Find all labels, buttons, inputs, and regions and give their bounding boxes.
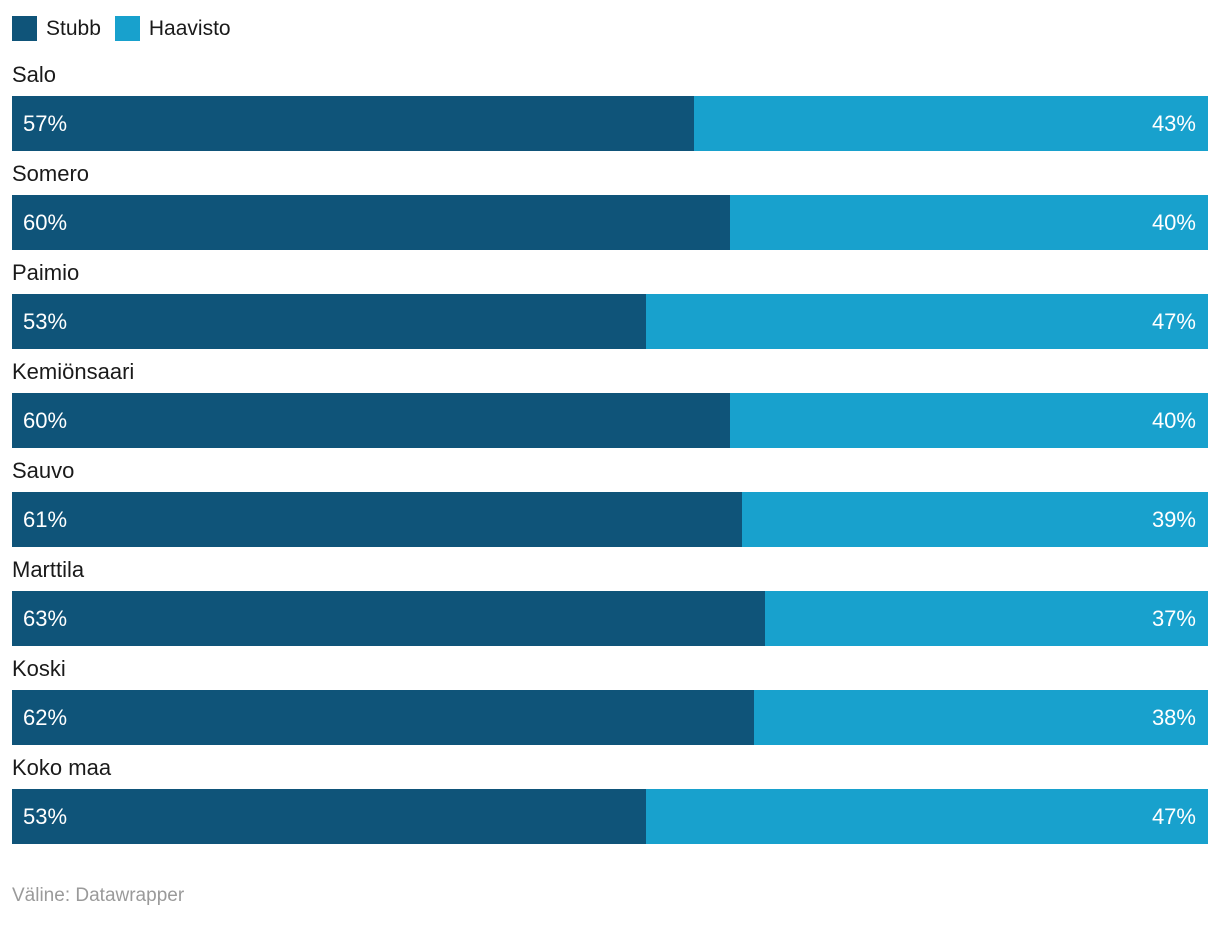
value-label: 61%	[23, 506, 68, 532]
bar-segment-stubb: 60%	[12, 195, 730, 250]
stacked-bar: 57% 43%	[12, 96, 1208, 151]
category-label: Salo	[12, 62, 57, 87]
stacked-bar: 53% 47%	[12, 789, 1208, 844]
bar-row: Marttila 63% 37%	[12, 556, 1208, 646]
bar-row: Paimio 53% 47%	[12, 259, 1208, 349]
bar-row: Kemiönsaari 60% 40%	[12, 358, 1208, 448]
value-label: 47%	[1151, 308, 1196, 334]
bar-segment-haavisto: 40%	[729, 393, 1208, 448]
legend-item-stubb: Stubb	[12, 16, 101, 41]
bar-segment-haavisto: 37%	[765, 591, 1208, 646]
category-label: Kemiönsaari	[12, 359, 135, 384]
value-label: 60%	[23, 407, 68, 433]
value-label: 37%	[1151, 605, 1196, 631]
legend-label: Stubb	[46, 17, 101, 40]
legend-label: Haavisto	[148, 17, 231, 40]
stacked-bar: 60% 40%	[12, 393, 1208, 448]
value-label: 53%	[23, 803, 68, 829]
bar-row: Salo 57% 43%	[12, 61, 1208, 151]
attribution-text: Väline: Datawrapper	[12, 885, 185, 906]
value-label: 53%	[23, 308, 68, 334]
stacked-bar: 60% 40%	[12, 195, 1208, 250]
legend-swatch-icon	[12, 16, 37, 41]
category-label: Koko maa	[12, 755, 112, 780]
value-label: 39%	[1151, 506, 1196, 532]
bar-segment-haavisto: 38%	[753, 690, 1208, 745]
bar-segment-stubb: 63%	[12, 591, 766, 646]
value-label: 60%	[23, 209, 68, 235]
bar-segment-stubb: 60%	[12, 393, 730, 448]
category-label: Somero	[12, 161, 90, 186]
category-label: Marttila	[12, 557, 85, 582]
bar-row: Koko maa 53% 47%	[12, 754, 1208, 844]
value-label: 62%	[23, 704, 68, 730]
category-label: Sauvo	[12, 458, 75, 483]
bar-segment-stubb: 53%	[12, 294, 646, 349]
value-label: 38%	[1151, 704, 1196, 730]
bar-segment-haavisto: 39%	[741, 492, 1208, 547]
bar-segment-haavisto: 40%	[729, 195, 1208, 250]
bar-segment-stubb: 57%	[12, 96, 694, 151]
legend-swatch-icon	[114, 16, 140, 41]
stacked-bar: 62% 38%	[12, 690, 1208, 745]
chart-root: Stubb Haavisto Salo 57% 43% Somero 60% 40…	[12, 0, 1208, 906]
category-label: Koski	[12, 656, 66, 681]
bar-row: Sauvo 61% 39%	[12, 457, 1208, 547]
value-label: 40%	[1151, 209, 1196, 235]
value-label: 43%	[1151, 110, 1196, 136]
rows: Salo 57% 43% Somero 60% 40% Paimio 53%	[12, 61, 1208, 844]
stacked-bar: 53% 47%	[12, 294, 1208, 349]
bar-segment-stubb: 62%	[12, 690, 754, 745]
bar-row: Somero 60% 40%	[12, 160, 1208, 250]
legend: Stubb Haavisto	[12, 0, 1208, 41]
legend-item-haavisto: Haavisto	[114, 16, 231, 41]
value-label: 57%	[23, 110, 68, 136]
bar-row: Koski 62% 38%	[12, 655, 1208, 745]
bar-segment-stubb: 61%	[12, 492, 742, 547]
value-label: 47%	[1151, 803, 1196, 829]
value-label: 40%	[1151, 407, 1196, 433]
bar-segment-haavisto: 47%	[645, 789, 1208, 844]
stacked-bar: 63% 37%	[12, 591, 1208, 646]
category-label: Paimio	[12, 260, 80, 285]
stacked-bar: 61% 39%	[12, 492, 1208, 547]
value-label: 63%	[23, 605, 68, 631]
bar-segment-stubb: 53%	[12, 789, 646, 844]
bar-segment-haavisto: 43%	[693, 96, 1208, 151]
bar-segment-haavisto: 47%	[645, 294, 1208, 349]
